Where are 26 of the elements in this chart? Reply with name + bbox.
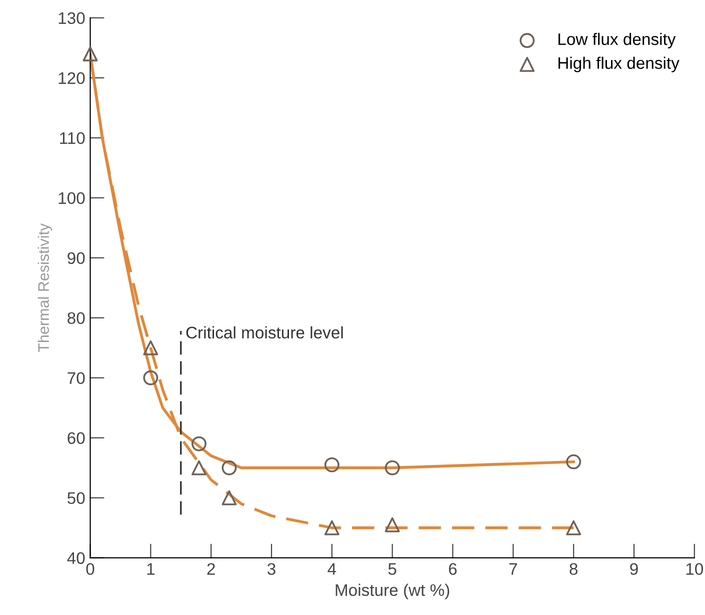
y-tick-label: 50 (68, 492, 85, 504)
y-tick-label: 100 (58, 192, 85, 204)
y-tick-label: 130 (58, 12, 85, 24)
y-tick-label: 110 (60, 132, 85, 144)
x-tick-label: 6 (448, 563, 457, 575)
legend-label: High flux density (558, 56, 680, 72)
x-tick-label: 2 (207, 563, 215, 575)
y-tick-label: 80 (68, 312, 85, 324)
y-axis-title: Thermal Resistivity (38, 223, 52, 352)
y-tick-label: 90 (68, 252, 85, 264)
x-axis-title: Moisture (wt %) (336, 584, 450, 600)
x-tick-label: 10 (686, 563, 704, 575)
y-tick-label: 70 (68, 372, 85, 384)
x-tick-label: 0 (86, 563, 94, 575)
ref-line-label: Critical moisture level (186, 326, 343, 339)
x-tick-label: 3 (267, 563, 276, 575)
y-tick-label: 40 (67, 552, 85, 564)
y-tick-label: 120 (58, 72, 85, 84)
y-tick-label: 60 (68, 432, 85, 444)
x-tick-label: 9 (630, 563, 638, 575)
x-tick-label: 4 (328, 563, 336, 575)
x-tick-label: 1 (147, 563, 154, 575)
x-tick-label: 7 (509, 563, 517, 575)
x-tick-label: 5 (388, 563, 396, 575)
x-tick-label: 8 (570, 563, 578, 575)
legend-label: Low flux density (558, 32, 676, 48)
